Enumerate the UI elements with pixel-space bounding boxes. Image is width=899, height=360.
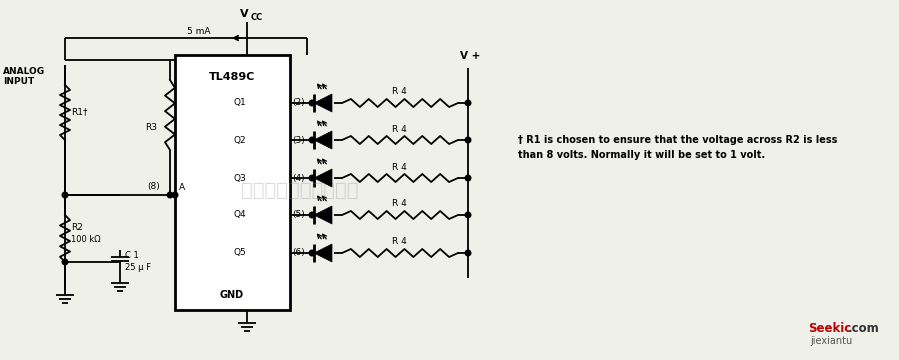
Text: † R1 is chosen to ensure that the voltage across R2 is less: † R1 is chosen to ensure that the voltag… <box>518 135 837 145</box>
Polygon shape <box>314 244 332 262</box>
Circle shape <box>173 192 178 198</box>
Text: Q1: Q1 <box>233 99 246 108</box>
Circle shape <box>309 175 315 181</box>
Text: R 4: R 4 <box>392 125 406 134</box>
Text: 5 mA: 5 mA <box>187 27 210 36</box>
Text: 25 μ F: 25 μ F <box>125 262 151 271</box>
Text: Q2: Q2 <box>234 135 246 144</box>
Polygon shape <box>314 169 332 187</box>
Text: CC: CC <box>251 13 263 22</box>
Text: R 4: R 4 <box>392 199 406 208</box>
Text: jiexiantu: jiexiantu <box>810 336 852 346</box>
Circle shape <box>62 192 67 198</box>
Text: Q3: Q3 <box>233 174 246 183</box>
Text: R2: R2 <box>71 222 83 231</box>
Text: R3: R3 <box>145 122 157 131</box>
Text: (3): (3) <box>292 135 305 144</box>
Text: .com: .com <box>848 321 880 334</box>
Polygon shape <box>314 94 332 112</box>
Text: A: A <box>179 183 185 192</box>
Text: R1†: R1† <box>71 108 87 117</box>
Circle shape <box>465 137 471 143</box>
Text: R 4: R 4 <box>392 238 406 247</box>
Text: TL489C: TL489C <box>209 72 255 82</box>
Text: INPUT: INPUT <box>3 77 34 86</box>
Text: Seekic: Seekic <box>808 321 851 334</box>
Text: (5): (5) <box>292 211 305 220</box>
Circle shape <box>309 137 315 143</box>
Circle shape <box>465 100 471 106</box>
Text: Q5: Q5 <box>233 248 246 257</box>
Polygon shape <box>314 206 332 224</box>
Circle shape <box>309 100 315 106</box>
Text: V: V <box>240 9 248 19</box>
Circle shape <box>465 212 471 218</box>
Text: 100 kΩ: 100 kΩ <box>71 234 101 243</box>
Text: V +: V + <box>460 51 480 61</box>
Circle shape <box>309 250 315 256</box>
Text: (8): (8) <box>147 183 160 192</box>
Text: ANALOG: ANALOG <box>3 68 45 77</box>
Bar <box>175 55 290 310</box>
Text: R 4: R 4 <box>392 87 406 96</box>
Circle shape <box>465 175 471 181</box>
Circle shape <box>465 250 471 256</box>
Circle shape <box>309 212 315 218</box>
Text: (2): (2) <box>292 99 305 108</box>
Text: C 1: C 1 <box>125 251 138 260</box>
Circle shape <box>62 259 67 265</box>
Text: GND: GND <box>220 290 244 300</box>
Text: R 4: R 4 <box>392 162 406 171</box>
Polygon shape <box>314 131 332 149</box>
Text: (4): (4) <box>292 174 305 183</box>
Text: (6): (6) <box>292 248 305 257</box>
Circle shape <box>167 192 173 198</box>
Text: than 8 volts. Normally it will be set to 1 volt.: than 8 volts. Normally it will be set to… <box>518 150 765 160</box>
Text: 杭州将睹科技有限公司: 杭州将睹科技有限公司 <box>241 180 359 199</box>
Text: Q4: Q4 <box>234 211 246 220</box>
